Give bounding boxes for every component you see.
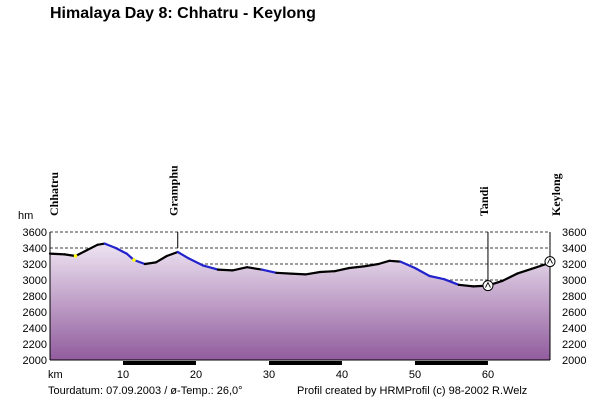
y-tick-label: 3000 — [562, 275, 586, 287]
profile-segment — [428, 274, 446, 281]
profile-segment — [388, 259, 402, 263]
y-tick-label: 3400 — [562, 243, 586, 255]
profile-segment — [85, 243, 99, 252]
x-tick-label: 60 — [482, 369, 494, 381]
place-markers: Chhatru Gramphu Tandi Keylong — [47, 165, 563, 292]
profile-segment — [260, 268, 278, 274]
x-tick-label: 30 — [263, 369, 275, 381]
credit-text: Profil created by HRMProfil (c) 98-2002 … — [297, 385, 528, 397]
y-axis-right: 2000 2200 2400 2600 2800 3000 3200 3400 3600 — [562, 227, 586, 367]
y-tick-label: 3600 — [562, 227, 586, 239]
profile-segment — [103, 242, 117, 250]
profile-area — [50, 243, 550, 360]
profile-segment — [202, 264, 219, 271]
profile-point — [132, 258, 136, 262]
place-icon-glyph — [485, 281, 491, 288]
profile-segment — [275, 271, 292, 275]
place-icon — [544, 256, 556, 268]
scale-bar-segment — [268, 361, 342, 365]
place-label: Chhatru — [47, 172, 61, 216]
profile-segment — [231, 266, 249, 272]
profile-segment — [377, 259, 391, 266]
y-axis-left: 2000 2200 2400 2600 2800 3000 3200 3400 3600 — [23, 227, 47, 367]
tour-date-text: Tourdatum: 07.09.2003 / ø-Temp.: 26,0° — [48, 385, 243, 397]
profile-segment — [413, 266, 431, 278]
place-label: Keylong — [549, 173, 563, 216]
y-axis-label: hm — [18, 210, 33, 222]
x-tick-label: 10 — [117, 369, 129, 381]
x-tick-label: 40 — [336, 369, 348, 381]
y-tick-label: 2200 — [23, 339, 47, 351]
y-tick-label: 2400 — [562, 323, 586, 335]
profile-segment — [530, 262, 548, 270]
profile-segment — [501, 272, 519, 282]
x-tick-label: 20 — [190, 369, 202, 381]
x-axis: 10 20 30 40 50 60 — [117, 361, 494, 381]
profile-segment — [96, 242, 106, 246]
x-axis-label: km — [48, 369, 63, 381]
y-tick-label: 3400 — [23, 243, 47, 255]
profile-segment — [48, 252, 66, 256]
profile-segment — [304, 270, 322, 276]
y-tick-label: 3000 — [23, 275, 47, 287]
profile-segment — [187, 257, 205, 267]
y-tick-label: 2800 — [23, 291, 47, 303]
y-tick-label: 2800 — [562, 291, 586, 303]
y-tick-label: 2600 — [562, 307, 586, 319]
profile-segment — [176, 250, 190, 260]
profile-segment — [318, 270, 336, 274]
profile-segment — [132, 258, 146, 266]
profile-segment — [443, 278, 460, 286]
y-tick-label: 2600 — [23, 307, 47, 319]
profile-segment — [399, 260, 417, 270]
profile-segment — [289, 272, 307, 276]
place-label: Gramphu — [167, 165, 181, 216]
scale-bar-segment — [122, 361, 196, 365]
profile-segment — [143, 261, 157, 266]
profile-segment — [245, 266, 263, 271]
y-tick-label: 3200 — [562, 259, 586, 271]
profile-segment — [216, 268, 234, 272]
y-tick-label: 2400 — [23, 323, 47, 335]
profile-segment — [165, 250, 179, 258]
profile-segment — [362, 262, 380, 268]
profile-segment — [63, 253, 77, 258]
y-tick-label: 2000 — [562, 355, 586, 367]
profile-segment — [348, 265, 365, 270]
y-tick-label: 3600 — [23, 227, 47, 239]
profile-segment — [516, 267, 533, 275]
profile-segment — [333, 266, 351, 273]
place-icon-glyph — [547, 257, 553, 264]
place-label: Tandi — [477, 186, 491, 216]
y-tick-label: 2200 — [562, 339, 586, 351]
scale-bar-segment — [414, 361, 488, 365]
profile-segment — [457, 283, 475, 288]
y-tick-label: 2000 — [23, 355, 47, 367]
x-tick-label: 50 — [409, 369, 421, 381]
place-icon — [482, 280, 494, 292]
chart-title: Himalaya Day 8: Chhatru - Keylong — [50, 5, 316, 22]
y-tick-label: 3200 — [23, 259, 47, 271]
profile-segment — [154, 254, 168, 264]
profile-segment — [114, 246, 128, 255]
profile-segment — [74, 249, 88, 258]
profile-point — [73, 254, 78, 258]
